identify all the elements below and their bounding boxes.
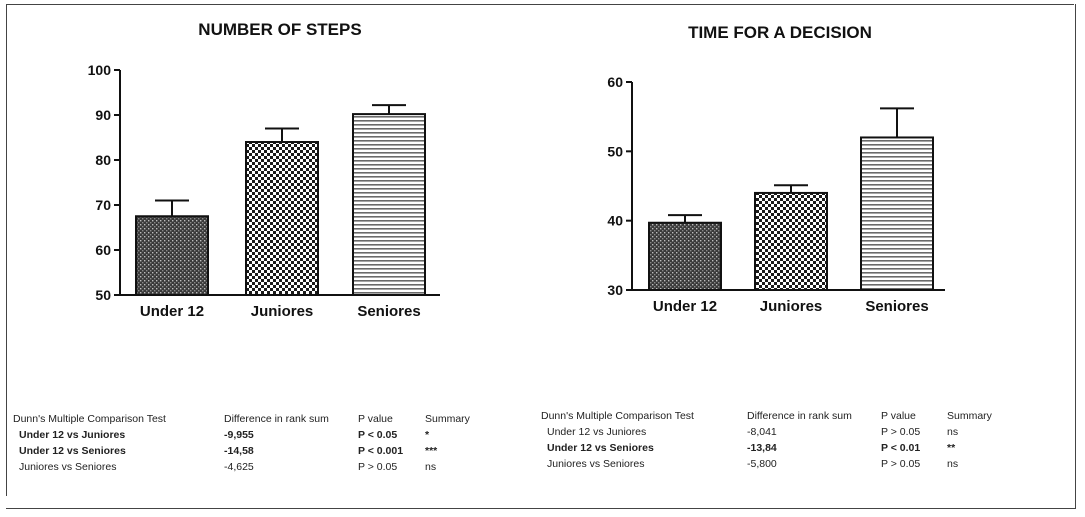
table-cell: ns — [425, 460, 470, 476]
y-tick-label: 40 — [607, 213, 623, 229]
y-tick-label: 70 — [95, 197, 111, 213]
table-header-cell: P value — [881, 409, 947, 425]
x-category-label: Seniores — [865, 298, 928, 315]
y-tick-label: 100 — [88, 62, 112, 78]
y-tick-label: 60 — [95, 242, 111, 258]
bar — [136, 216, 208, 295]
charts-canvas: NUMBER OF STEPS 50 60 70 80 90 100 Under 12 Jun… — [0, 0, 1085, 400]
table-cell: Juniores vs Seniores — [13, 460, 224, 476]
bar — [246, 142, 318, 295]
chart-title: TIME FOR A DECISION — [688, 23, 872, 42]
table-header-cell: Summary — [425, 412, 470, 428]
table-cell: -8,041 — [747, 425, 881, 441]
y-tick-label: 30 — [607, 282, 623, 298]
table-header-row: Dunn's Multiple Comparison Test Differen… — [13, 412, 470, 428]
table-cell: P > 0.05 — [881, 425, 947, 441]
table-header-cell: P value — [358, 412, 425, 428]
table-header-cell: Difference in rank sum — [747, 409, 881, 425]
y-tick-label: 60 — [607, 74, 623, 90]
y-tick-label: 50 — [95, 287, 111, 303]
table-cell: Juniores vs Seniores — [541, 457, 747, 473]
table-cell: -14,58 — [224, 444, 358, 460]
table-cell: Under 12 vs Seniores — [541, 441, 747, 457]
table-cell: -4,625 — [224, 460, 358, 476]
table-cell: ns — [947, 457, 992, 473]
table-header-cell: Dunn's Multiple Comparison Test — [13, 412, 224, 428]
table-cell: P < 0.01 — [881, 441, 947, 457]
table-row: Under 12 vs Seniores -14,58 P < 0.001 **… — [13, 444, 470, 460]
table-cell: Under 12 vs Juniores — [13, 428, 224, 444]
table-header-cell: Difference in rank sum — [224, 412, 358, 428]
table-header-cell: Dunn's Multiple Comparison Test — [541, 409, 747, 425]
y-tick-label: 50 — [607, 143, 623, 159]
table-cell: P < 0.05 — [358, 428, 425, 444]
chart-title: NUMBER OF STEPS — [198, 20, 361, 39]
table-cell: *** — [425, 444, 470, 460]
table-row: Under 12 vs Seniores -13,84 P < 0.01 ** — [541, 441, 992, 457]
chart-time-for-decision: TIME FOR A DECISION 30 40 50 60 Under 12 Juni… — [607, 23, 945, 315]
chart-number-of-steps: NUMBER OF STEPS 50 60 70 80 90 100 Under 12 Jun… — [88, 20, 440, 320]
table-cell: -5,800 — [747, 457, 881, 473]
table-row: Under 12 vs Juniores -9,955 P < 0.05 * — [13, 428, 470, 444]
table-cell: P < 0.001 — [358, 444, 425, 460]
table-cell: P > 0.05 — [881, 457, 947, 473]
table-header-row: Dunn's Multiple Comparison Test Differen… — [541, 409, 992, 425]
y-tick-label: 80 — [95, 152, 111, 168]
table-cell: ns — [947, 425, 992, 441]
table-header-cell: Summary — [947, 409, 992, 425]
table-row: Juniores vs Seniores -4,625 P > 0.05 ns — [13, 460, 470, 476]
table-cell: -13,84 — [747, 441, 881, 457]
x-category-label: Under 12 — [140, 303, 204, 320]
table-row: Juniores vs Seniores -5,800 P > 0.05 ns — [541, 457, 992, 473]
table-cell: Under 12 vs Seniores — [13, 444, 224, 460]
bar — [755, 193, 827, 290]
table-cell: ** — [947, 441, 992, 457]
dunn-test-table-steps: Dunn's Multiple Comparison Test Differen… — [13, 412, 470, 476]
y-tick-label: 90 — [95, 107, 111, 123]
table-cell: * — [425, 428, 470, 444]
bar — [353, 114, 425, 295]
table-cell: -9,955 — [224, 428, 358, 444]
bar — [649, 223, 721, 290]
x-category-label: Juniores — [251, 303, 314, 320]
bar — [861, 137, 933, 290]
x-category-label: Seniores — [357, 303, 420, 320]
x-category-label: Juniores — [760, 298, 823, 315]
frame-bottom-border — [6, 508, 1076, 509]
table-cell: Under 12 vs Juniores — [541, 425, 747, 441]
x-category-label: Under 12 — [653, 298, 717, 315]
table-row: Under 12 vs Juniores -8,041 P > 0.05 ns — [541, 425, 992, 441]
dunn-test-table-decision: Dunn's Multiple Comparison Test Differen… — [541, 409, 992, 473]
table-cell: P > 0.05 — [358, 460, 425, 476]
